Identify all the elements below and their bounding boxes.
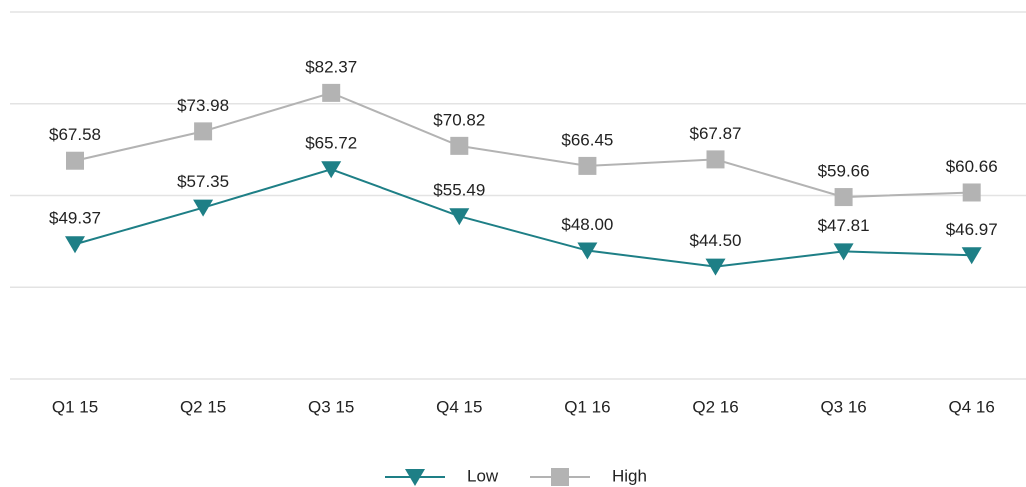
data-point <box>193 199 214 217</box>
legend-label: Low <box>467 466 499 485</box>
data-point <box>706 150 725 169</box>
x-tick-label: Q1 16 <box>564 397 610 416</box>
data-point <box>66 151 84 170</box>
data-point <box>834 188 853 207</box>
data-point <box>194 122 213 141</box>
legend-marker <box>405 469 425 486</box>
data-point <box>321 161 342 179</box>
data-point <box>833 243 854 261</box>
data-label: $57.35 <box>177 172 229 191</box>
legend-label: High <box>612 466 647 485</box>
data-label: $67.58 <box>49 125 101 144</box>
data-label: $55.49 <box>433 181 485 200</box>
series-line <box>74 168 972 268</box>
x-tick-label: Q1 15 <box>52 397 98 416</box>
x-tick-label: Q4 15 <box>436 397 482 416</box>
series-line <box>74 91 972 199</box>
x-tick-label: Q4 16 <box>949 397 995 416</box>
data-label: $82.37 <box>305 57 357 76</box>
data-label: $73.98 <box>177 96 229 115</box>
data-point <box>705 258 726 276</box>
data-label: $66.45 <box>561 130 613 149</box>
data-label: $60.66 <box>946 157 998 176</box>
data-point <box>961 247 982 265</box>
data-label: $46.97 <box>946 220 998 239</box>
data-label: $67.87 <box>690 124 742 143</box>
data-label: $65.72 <box>305 134 357 153</box>
data-point <box>322 83 341 102</box>
data-point <box>65 236 85 254</box>
data-point <box>577 242 598 260</box>
data-point <box>578 156 597 175</box>
x-tick-label: Q2 15 <box>180 397 226 416</box>
data-label: $49.37 <box>49 209 101 228</box>
data-label: $59.66 <box>818 162 870 181</box>
legend-marker <box>551 468 569 486</box>
x-tick-label: Q3 15 <box>308 397 354 416</box>
x-tick-label: Q3 16 <box>820 397 866 416</box>
data-label: $44.50 <box>690 231 742 250</box>
data-point <box>450 136 469 155</box>
data-point <box>962 183 981 202</box>
data-label: $47.81 <box>818 216 870 235</box>
data-point <box>449 208 470 226</box>
data-label: $70.82 <box>433 110 485 129</box>
data-label: $48.00 <box>561 215 613 234</box>
x-tick-label: Q2 16 <box>692 397 738 416</box>
